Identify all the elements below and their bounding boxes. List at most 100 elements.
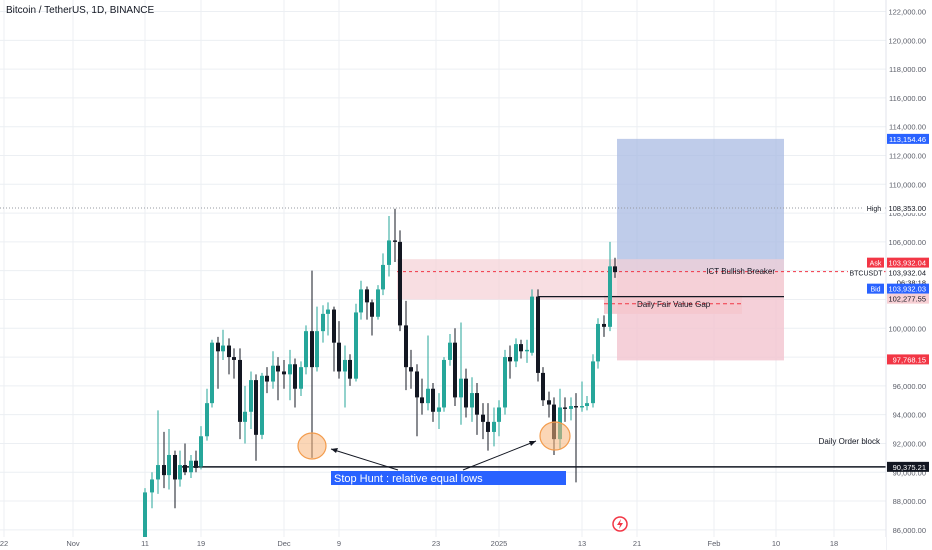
candle-body[interactable]	[276, 365, 280, 372]
candle-body[interactable]	[481, 414, 485, 422]
candle-body[interactable]	[332, 309, 336, 343]
candle-body[interactable]	[574, 406, 578, 408]
candle-body[interactable]	[288, 364, 292, 375]
y-tick-label: 118,000.00	[889, 65, 926, 74]
candle-body[interactable]	[420, 397, 424, 404]
candle-body[interactable]	[143, 492, 147, 548]
candle-body[interactable]	[205, 403, 209, 437]
candle-body[interactable]	[492, 421, 496, 432]
candle-body[interactable]	[370, 302, 374, 317]
candle-body[interactable]	[343, 359, 347, 372]
candle-body[interactable]	[536, 296, 540, 373]
candle-body[interactable]	[569, 406, 573, 409]
candle-body[interactable]	[608, 266, 612, 327]
candle-body[interactable]	[376, 289, 380, 317]
candle-body[interactable]	[387, 240, 391, 265]
candle-body[interactable]	[293, 364, 297, 389]
stop-hunt-label-box	[331, 471, 566, 485]
candle-body[interactable]	[591, 361, 595, 404]
candle-body[interactable]	[596, 323, 600, 362]
candle-body[interactable]	[547, 400, 551, 405]
candle-body[interactable]	[321, 313, 325, 332]
x-tick-label: 22	[0, 539, 8, 548]
candle-body[interactable]	[475, 393, 479, 415]
candle-body[interactable]	[398, 241, 402, 326]
candle-body[interactable]	[282, 371, 286, 375]
y-tick-label: 86,000.00	[893, 526, 926, 535]
candle-body[interactable]	[304, 331, 308, 368]
candle-body[interactable]	[150, 479, 154, 493]
candle-body[interactable]	[602, 323, 606, 327]
candle-body[interactable]	[393, 240, 397, 242]
candle-body[interactable]	[381, 264, 385, 290]
candle-body[interactable]	[530, 296, 534, 353]
candle-body[interactable]	[497, 407, 501, 422]
y-tick-label: 120,000.00	[888, 36, 926, 45]
tradingview-logo-icon[interactable]	[612, 516, 628, 532]
candle-body[interactable]	[189, 460, 193, 473]
candle-body[interactable]	[442, 359, 446, 408]
candle-body[interactable]	[415, 371, 419, 398]
candle-body[interactable]	[541, 372, 545, 401]
candle-body[interactable]	[508, 357, 512, 362]
candle-body[interactable]	[271, 365, 275, 382]
stop-price-tag-bg	[887, 354, 929, 365]
candle-body[interactable]	[216, 342, 220, 352]
candle-body[interactable]	[199, 436, 203, 467]
candle-body[interactable]	[221, 345, 225, 352]
candle-body[interactable]	[265, 375, 269, 382]
high-label: High	[867, 206, 882, 213]
candle-body[interactable]	[249, 380, 253, 412]
candle-body[interactable]	[453, 342, 457, 398]
candle-body[interactable]	[426, 388, 430, 404]
candle-body[interactable]	[299, 367, 303, 389]
candle-body[interactable]	[162, 465, 166, 476]
candle-body[interactable]	[486, 421, 490, 432]
candle-body[interactable]	[519, 344, 523, 352]
candle-body[interactable]	[194, 460, 198, 468]
candle-body[interactable]	[354, 312, 358, 379]
candle-body[interactable]	[254, 380, 258, 435]
symbol-title[interactable]: Bitcoin / TetherUS, 1D, BINANCE	[6, 5, 155, 16]
candle-body[interactable]	[243, 411, 247, 422]
candle-body[interactable]	[310, 331, 314, 368]
candle-body[interactable]	[459, 378, 463, 398]
candle-body[interactable]	[409, 367, 413, 372]
target-price-tag: 113,154.46	[889, 135, 926, 144]
candle-body[interactable]	[470, 393, 474, 408]
candle-body[interactable]	[525, 349, 529, 352]
candle-body[interactable]	[563, 407, 567, 409]
candle-body[interactable]	[404, 325, 408, 368]
candle-body[interactable]	[173, 454, 177, 480]
candle-body[interactable]	[337, 342, 341, 372]
candle-body[interactable]	[238, 359, 242, 422]
candle-body[interactable]	[503, 357, 507, 408]
candle-body[interactable]	[514, 344, 518, 362]
candle-body[interactable]	[585, 403, 589, 407]
candle-body[interactable]	[167, 454, 171, 476]
candle-body[interactable]	[359, 289, 363, 313]
last-price-tag-bg	[887, 267, 929, 278]
candle-body[interactable]	[580, 406, 584, 408]
candle-body[interactable]	[156, 465, 160, 480]
candle-body[interactable]	[183, 465, 187, 473]
candle-body[interactable]	[448, 342, 452, 360]
candle-body[interactable]	[232, 357, 236, 360]
candle-body[interactable]	[260, 375, 264, 435]
candle-body[interactable]	[315, 331, 319, 368]
candle-body[interactable]	[348, 359, 352, 379]
candle-body[interactable]	[365, 289, 369, 303]
candle-body[interactable]	[227, 345, 231, 358]
candle-body[interactable]	[431, 388, 435, 412]
candle-body[interactable]	[210, 342, 214, 404]
candle-body[interactable]	[464, 378, 468, 408]
candle-body[interactable]	[613, 266, 617, 273]
x-tick-label: 2025	[491, 539, 508, 548]
candle-body[interactable]	[326, 309, 330, 314]
candle-body[interactable]	[178, 465, 182, 480]
candle-body[interactable]	[437, 407, 441, 412]
x-tick-label: 19	[197, 539, 205, 548]
x-tick-label: 21	[633, 539, 641, 548]
